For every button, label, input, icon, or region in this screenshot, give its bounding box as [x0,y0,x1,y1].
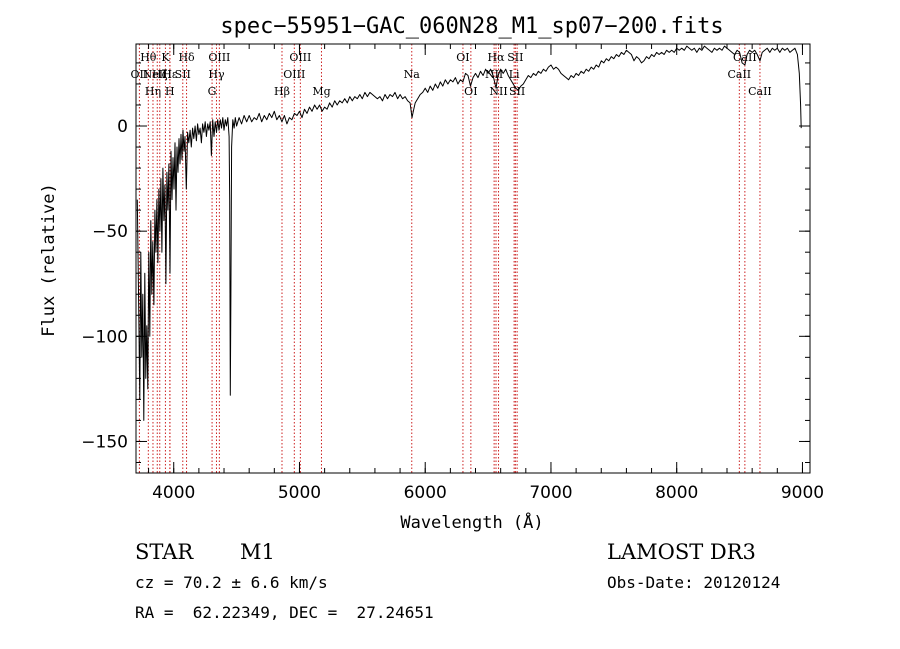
spectral-line-label: Hε [162,68,178,81]
spectral-line-label: G [208,85,217,98]
x-tick-label: 7000 [529,483,572,503]
y-axis-label: Flux (relative) [39,183,59,337]
y-tick-label: −100 [81,327,128,347]
x-axis-label: Wavelength (Å) [400,511,543,533]
spectral-line-label: Hζ [152,68,168,81]
spectral-line-label: Na [404,68,421,81]
spectral-line-label: NeIII [143,68,172,81]
spectral-line-label: Hθ [140,51,157,64]
spectral-line-label: SII [507,51,523,64]
x-tick-label: 5000 [278,483,321,503]
spectral-line-label: CaII [727,68,751,81]
spectral-line-label: NII [485,68,503,81]
spectral-line-label: Hγ [208,68,225,81]
spectral-line-label: Hη [145,85,161,98]
spectral-line-label: OIII [208,51,230,64]
spectral-line-label: OI [456,51,469,64]
spectral-line-label: NII [489,85,507,98]
y-tick-label: −150 [81,432,128,452]
y-tick-label: 0 [117,117,128,137]
survey-label: LAMOST DR3 [607,540,756,564]
spectral-line-label: K [161,51,170,64]
spectral-line-label: SII [509,85,525,98]
spectral-line-label: Hβ [274,85,290,98]
y-tick-label: −50 [92,222,128,242]
coordinates-label: RA = 62.22349, DEC = 27.24651 [135,603,434,622]
spectral-line-label: Hα [487,51,505,64]
spectral-line-label: CaII [748,85,772,98]
plot-frame [135,43,811,474]
spectral-line-label: OIII [283,68,305,81]
spectral-line-label: Mg [312,85,330,98]
x-tick-label: 4000 [152,483,195,503]
x-tick-label: 6000 [404,483,447,503]
spectrum-line [136,45,802,421]
x-tick-label: 8000 [655,483,698,503]
spectral-line-label: OIII [289,51,311,64]
spectral-line-label: CaII [733,51,757,64]
x-tick-label: 9000 [781,483,824,503]
spectral-line-label: H [165,85,175,98]
object-type-label: STAR [135,540,194,564]
obs-date-label: Obs-Date: 20120124 [607,573,781,592]
chart-title: spec−55951−GAC_060N28_M1_sp07−200.fits [220,14,723,39]
spectral-line-label: OII [131,68,149,81]
spectral-line-label: SII [175,68,191,81]
spectral-line-label: OI [464,85,477,98]
plot-area: 4000 5000 6000 7000 8000 90000−50−100−150OIIH… [81,43,824,503]
spectral-line-label: Hδ [178,51,195,64]
subclass-label: M1 [240,540,275,564]
redshift-label: cz = 70.2 ± 6.6 km/s [135,573,328,592]
spectral-line-label: Li [509,68,520,81]
